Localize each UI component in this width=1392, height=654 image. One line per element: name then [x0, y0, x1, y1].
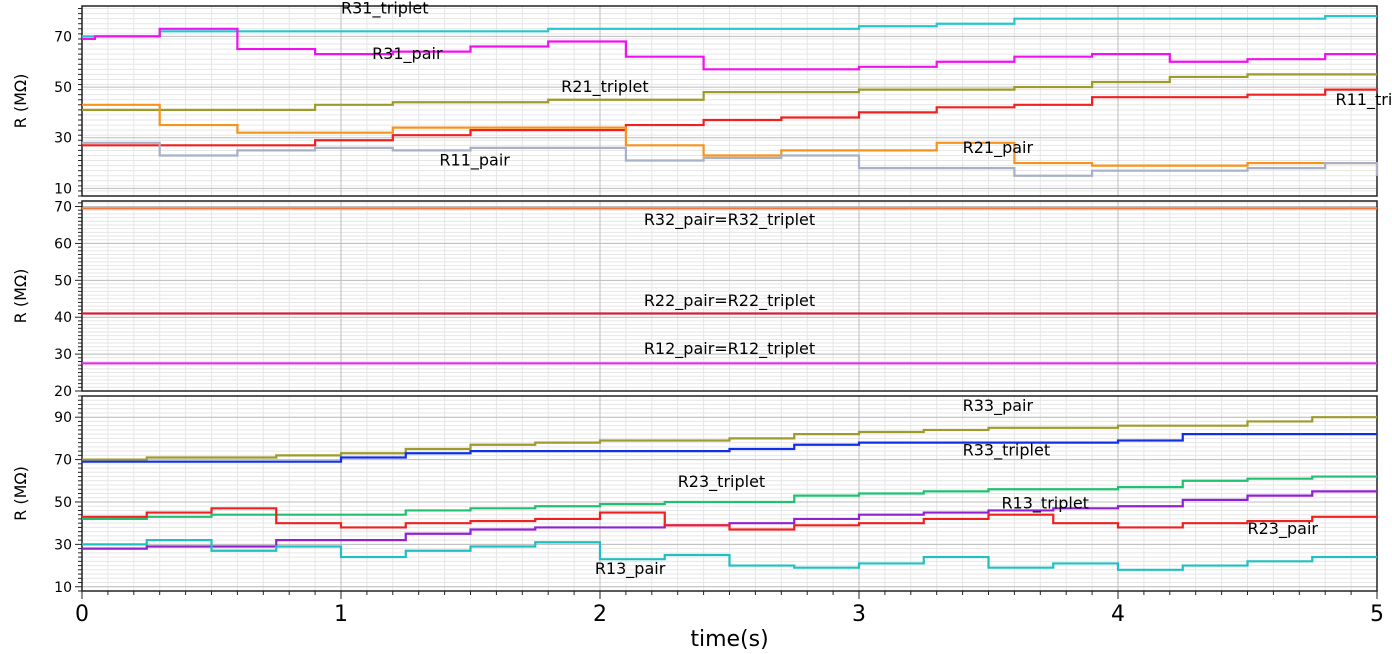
- x-tick-label: 4: [1111, 602, 1125, 627]
- annotation-r31-triplet: R31_triplet: [341, 0, 429, 19]
- annotation-r11-pair: R11_pair: [439, 151, 510, 171]
- series-r11-triplet: [82, 88, 1377, 147]
- annotation-r21-pair: R21_pair: [963, 138, 1034, 158]
- plot-frame: [81, 200, 1378, 392]
- annotation-r23-triplet: R23_triplet: [678, 472, 766, 492]
- y-tick-label: 10: [54, 181, 72, 197]
- y-axis-label: R (MΩ): [11, 269, 30, 324]
- x-axis-label: time(s): [690, 627, 768, 652]
- series-r13-pair: [82, 539, 1377, 571]
- annotation-r22-pair-r22-triplet: R22_pair=R22_triplet: [644, 291, 815, 311]
- y-tick-label: 70: [54, 29, 72, 45]
- y-tick-label: 30: [54, 537, 72, 553]
- x-tick-label: 1: [334, 602, 348, 627]
- y-tick-label: 20: [54, 384, 72, 400]
- y-tick-label: 70: [54, 200, 72, 216]
- y-tick-label: 30: [54, 347, 72, 363]
- series-r23-triplet: [82, 475, 1377, 521]
- panel-1: 10 30 50 70 R (MΩ) R31_triplet R31_pair R21_tri…: [11, 0, 1392, 197]
- panel-3: 10 30 50 70 90 R (MΩ) 0 1 2 3 4 5 time(s) R33_pair R33…: [11, 395, 1384, 652]
- series-r33-pair: [82, 416, 1377, 461]
- plot-frame: [81, 5, 1378, 197]
- annotation-r32-pair-r32-triplet: R32_pair=R32_triplet: [644, 210, 815, 230]
- annotation-r21-triplet: R21_triplet: [561, 77, 649, 97]
- y-axis-label: R (MΩ): [11, 74, 30, 129]
- x-tick-label: 0: [75, 602, 89, 627]
- y-tick-label: 60: [54, 236, 72, 252]
- y-tick-label: 70: [54, 453, 72, 469]
- series-r23-pair: [82, 507, 1377, 531]
- y-tick-label: 90: [54, 410, 72, 426]
- x-tick-label: 5: [1370, 602, 1384, 627]
- y-tick-label: 40: [54, 310, 72, 326]
- annotation-r31-pair: R31_pair: [372, 44, 443, 64]
- series-r33-triplet: [82, 433, 1377, 463]
- x-tick-label: 2: [593, 602, 607, 627]
- series-r31-pair: [82, 27, 1377, 71]
- annotation-r33-pair: R33_pair: [963, 396, 1034, 416]
- panel-2: 20 30 40 50 60 70 R (MΩ) R32_pair=R32_triplet R2…: [11, 200, 1378, 400]
- annotation-r12-pair-r12-triplet: R12_pair=R12_triplet: [644, 339, 815, 359]
- annotation-r11-triplet: R11_triplet: [1336, 90, 1392, 110]
- minor-grid: [81, 6, 1378, 197]
- series-r13-triplet: [82, 490, 1377, 550]
- annotation-r23-pair: R23_pair: [1248, 519, 1319, 539]
- x-tick-label: 3: [852, 602, 866, 627]
- annotation-r13-pair: R13_pair: [595, 559, 666, 579]
- y-tick-label: 50: [54, 495, 72, 511]
- series-r31-triplet: [82, 15, 1377, 38]
- y-axis-label: R (MΩ): [11, 466, 30, 521]
- annotation-r33-triplet: R33_triplet: [963, 440, 1051, 460]
- y-tick-label: 50: [54, 273, 72, 289]
- annotation-r13-triplet: R13_triplet: [1001, 493, 1088, 513]
- series-r21-triplet: [82, 73, 1377, 111]
- series-r11-pair: [82, 141, 1379, 177]
- y-tick-label: 50: [54, 80, 72, 96]
- y-tick-label: 10: [54, 580, 72, 596]
- y-tick-label: 30: [54, 131, 72, 147]
